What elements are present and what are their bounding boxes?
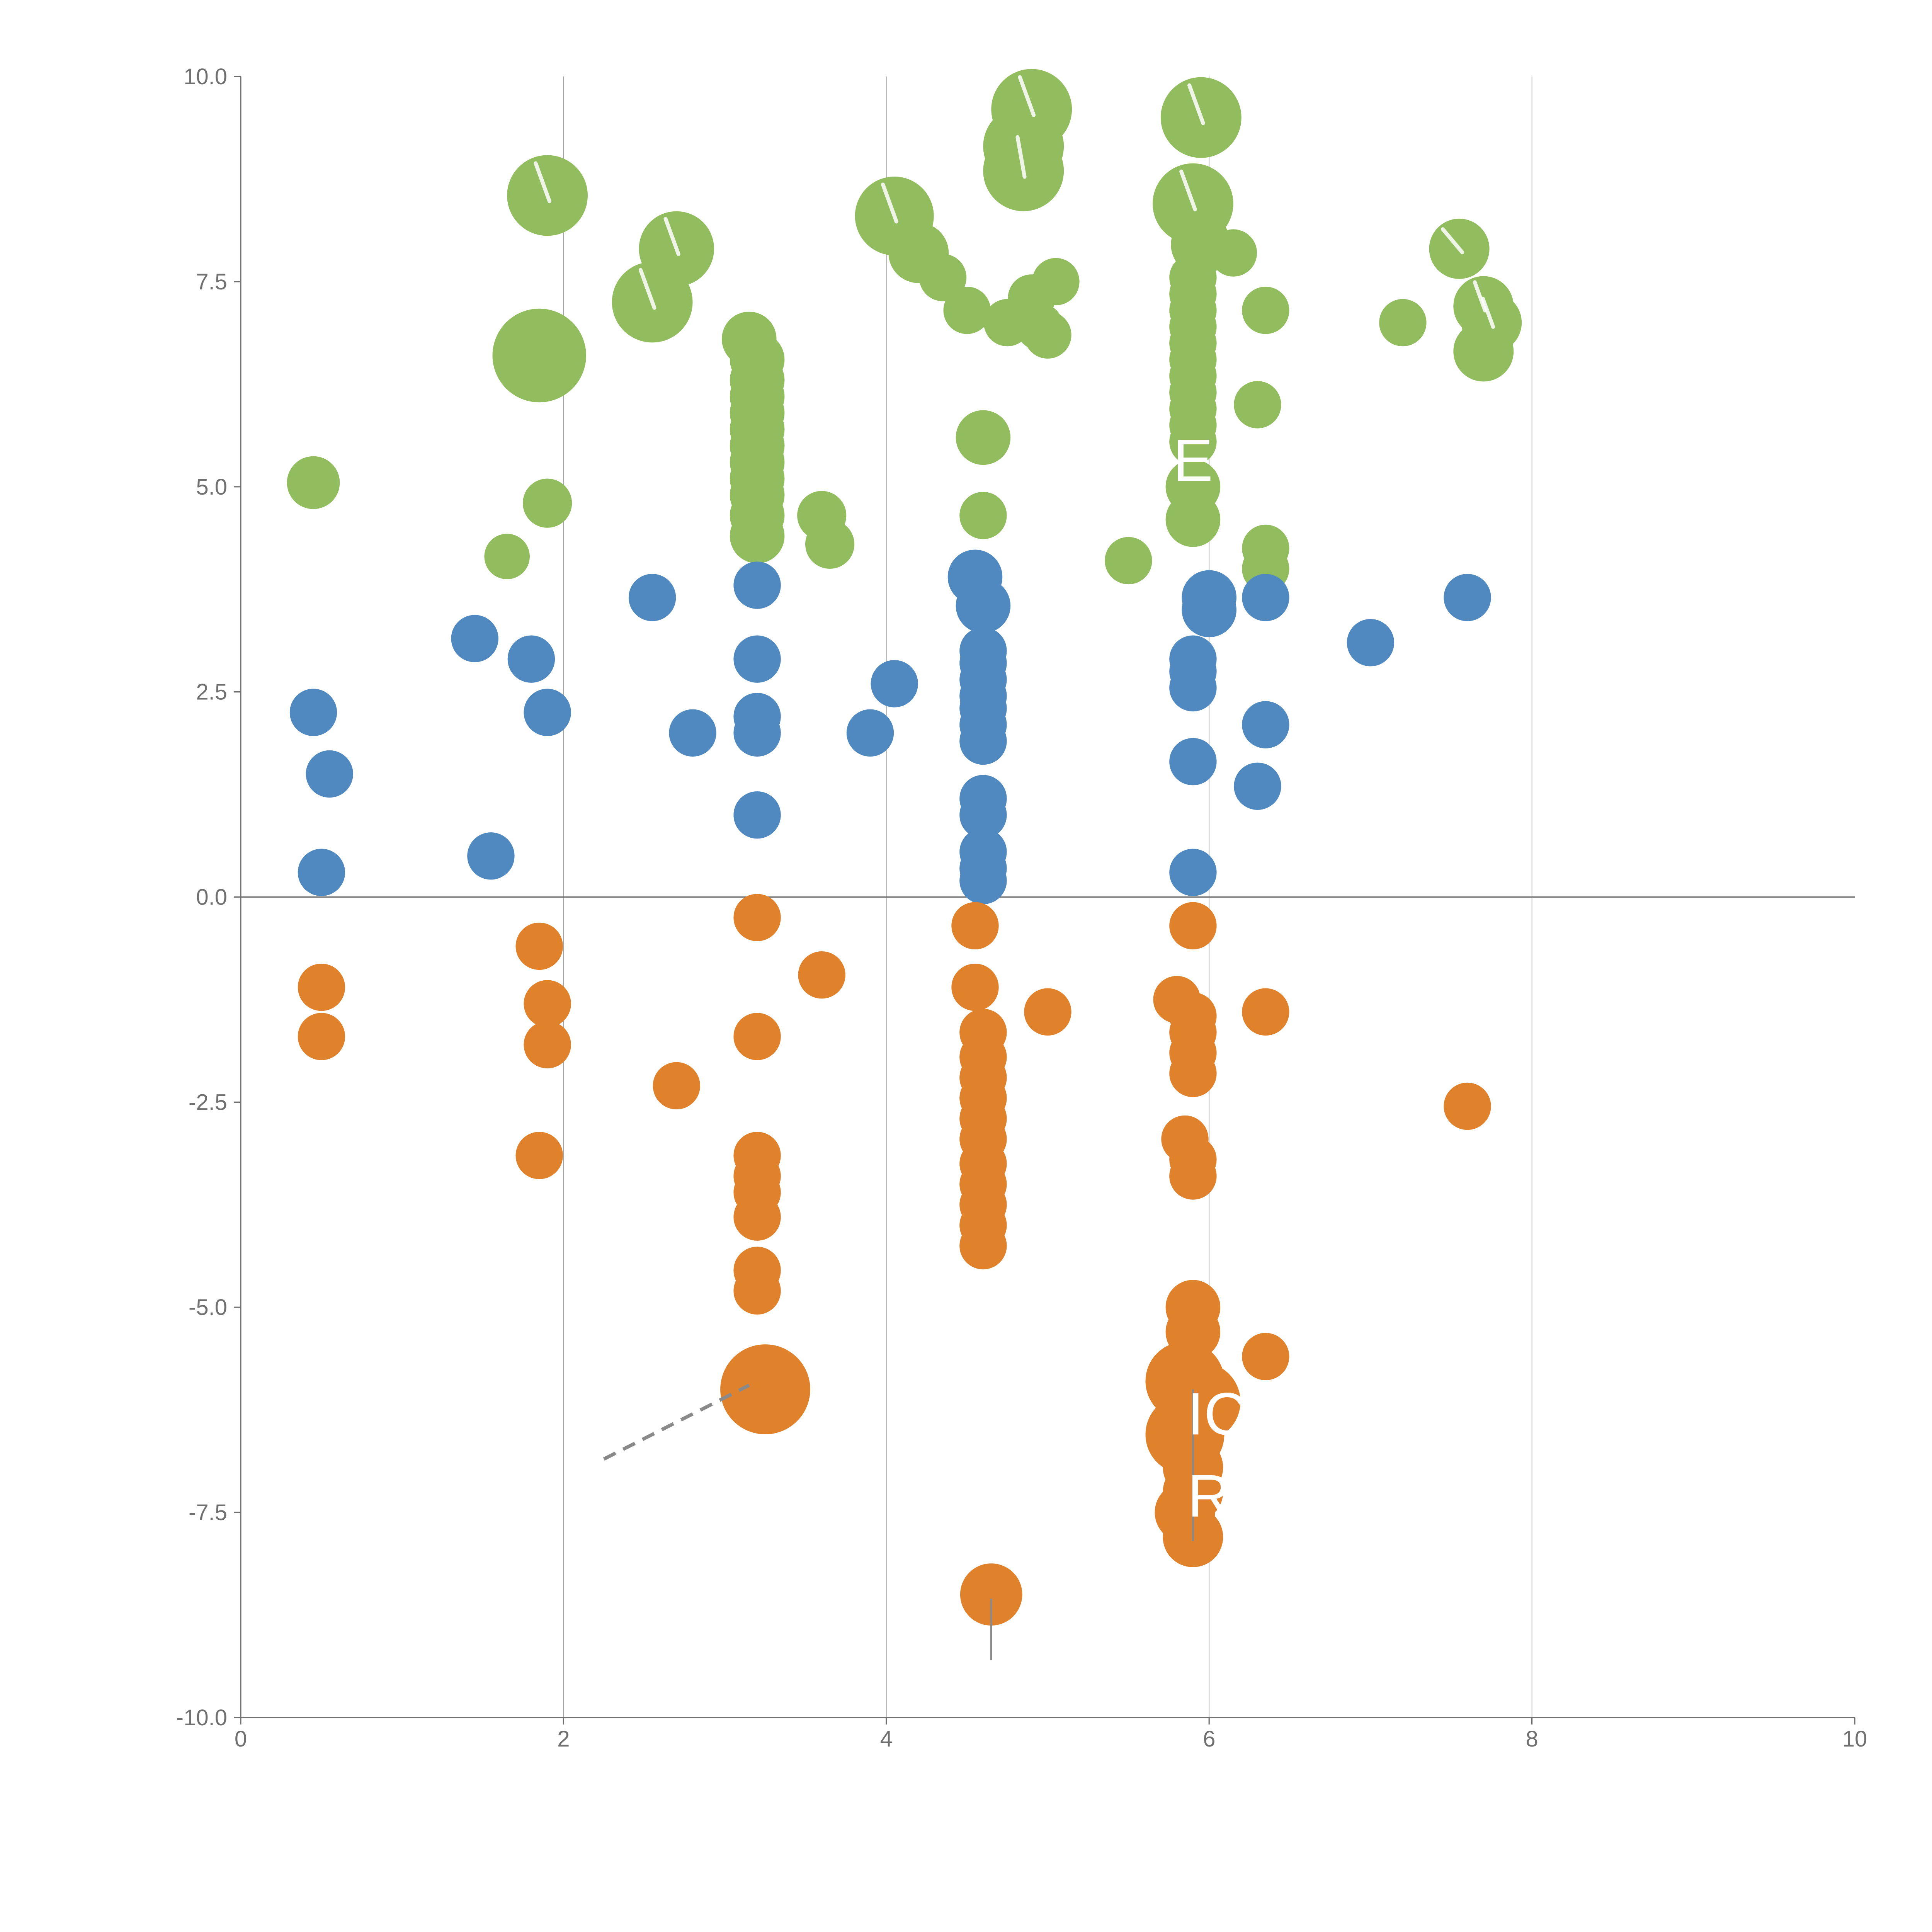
svg-text:6: 6	[1203, 1726, 1215, 1752]
svg-text:5.0: 5.0	[196, 474, 227, 500]
svg-text:0.0: 0.0	[196, 885, 227, 910]
svg-text:2: 2	[557, 1726, 570, 1752]
svg-text:E: E	[1173, 427, 1213, 494]
svg-text:4: 4	[880, 1726, 893, 1752]
svg-text:IC: IC	[1187, 1380, 1247, 1447]
svg-text:0: 0	[235, 1726, 247, 1752]
svg-text:7.5: 7.5	[196, 269, 227, 294]
svg-text:8: 8	[1526, 1726, 1538, 1752]
svg-text:R: R	[1187, 1463, 1231, 1529]
svg-text:-2.5: -2.5	[189, 1090, 227, 1115]
svg-text:10.0: 10.0	[184, 64, 227, 89]
svg-text:2.5: 2.5	[196, 680, 227, 705]
svg-text:10: 10	[1842, 1726, 1867, 1752]
svg-text:-10.0: -10.0	[176, 1705, 227, 1730]
svg-text:-7.5: -7.5	[189, 1500, 227, 1525]
svg-text:-5.0: -5.0	[189, 1295, 227, 1320]
